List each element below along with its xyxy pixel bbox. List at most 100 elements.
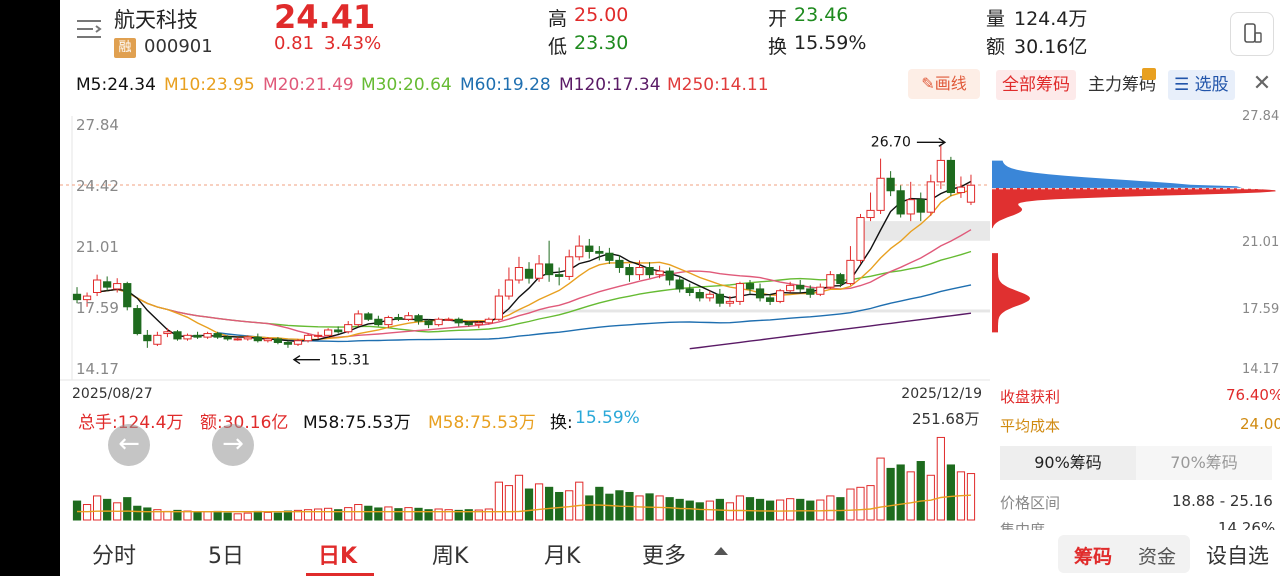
volume-bar [143,507,152,521]
volume-value: 124.4万 [1014,8,1088,30]
candle [414,313,423,325]
chips-tab[interactable]: 筹码 [1074,546,1113,568]
candle [755,283,765,302]
total-hands: 总手:124.4万 [78,413,184,433]
volume-bar [735,495,745,521]
low-value: 23.30 [574,32,629,54]
vol-turnover-label: 换: [550,413,573,433]
add-watchlist-button[interactable]: 设自选 [1206,544,1269,568]
candle [153,331,162,347]
low-annotation: 15.31 [330,353,370,369]
candle [183,333,192,341]
candlestick-chart[interactable]: 27.84 24.42 21.01 17.59 14.17 2025/08/27 2025/… [60,104,990,404]
ma-legend: M5:24.34 M10:23.95 M20:21.49 M30:20.64 M… [60,66,990,104]
volume-bar [846,488,855,521]
candle [675,276,684,293]
prev-arrow-icon[interactable]: ← [108,424,150,466]
volume-bar [92,495,102,521]
tab-more[interactable]: 更多 [642,544,687,569]
select-stock-label: 选股 [1194,75,1229,95]
volume-bar [675,498,684,521]
tab-daily-k[interactable]: 日K [318,544,358,569]
ma10-label: M10:23.95 [164,75,255,95]
candle [936,144,945,189]
candle [223,335,232,341]
candle [113,278,122,293]
chip70-tab[interactable]: 70%筹码 [1136,446,1272,480]
volume-bar [856,486,865,521]
candle [625,263,634,282]
volume-bar [514,474,524,521]
volume-bar [826,495,835,521]
volume-bar [936,436,945,521]
candle [836,272,845,288]
tab-monthly-k[interactable]: 月K [544,544,581,569]
tab-intraday[interactable]: 分时 [92,544,137,569]
volume-bar [72,500,82,521]
menu-icon[interactable] [76,16,102,42]
volume-bar [263,511,272,521]
volume-bar [555,491,564,521]
volume-bar [504,485,514,521]
open-label: 开 [768,8,788,30]
volume-bar [313,508,323,521]
ma60-label: M60:19.28 [460,75,551,95]
candle [123,281,132,311]
volume-bar [464,509,473,521]
funds-tab[interactable]: 资金 [1138,546,1177,568]
filter-icon: ☰ [1174,75,1195,95]
volume-bar [414,507,423,521]
next-arrow-icon[interactable]: → [212,424,254,466]
chip-tick-2: 21.01 [1242,235,1280,250]
volume-bar [434,508,443,521]
volume-bar [755,498,765,521]
candle [735,281,745,305]
candle [193,331,202,339]
tab-weekly-k[interactable]: 周K [432,544,469,569]
volume-bar [595,486,604,521]
landscape-toggle-icon[interactable] [1230,12,1274,56]
candle [725,296,735,307]
volume-bar [876,457,885,521]
tab-main-chips[interactable]: 主力筹码 [1088,75,1156,95]
volume-bar [816,499,825,521]
candle [555,267,564,286]
candle [283,340,293,348]
ma60-line [217,284,972,343]
volume-bar [534,483,544,521]
price-change-pct: 3.43% [324,33,382,54]
candle [615,255,624,273]
candle [745,280,755,295]
volume-bar [585,495,594,521]
chip90-tab[interactable]: 90%筹码 [1000,446,1136,480]
candle [233,337,242,341]
volume-bar [665,497,674,521]
candle [585,238,594,259]
volume-bar [334,509,343,521]
candle [474,321,483,329]
caret-up-icon[interactable] [714,547,728,555]
select-stock-button[interactable]: ☰ 选股 [1168,70,1235,100]
chip-profit-area [992,160,1242,188]
close-icon[interactable]: ✕ [1252,71,1272,96]
volume-ma-line [76,494,972,513]
volume-bar [253,510,262,521]
turnover-value: 15.59% [794,32,867,54]
chips-funds-switch[interactable]: 筹码 资金 [1058,535,1190,573]
candle [695,288,704,302]
pencil-icon: ✎ [921,74,935,93]
volume-bar [444,509,453,521]
candle [806,285,815,298]
candle [394,313,403,322]
candle [876,158,885,214]
candle [163,328,172,338]
tab-5day[interactable]: 5日 [208,544,244,569]
tab-all-chips[interactable]: 全部筹码 [996,70,1076,100]
draw-line-button[interactable]: ✎画线 [908,69,980,99]
ma120-line [689,312,972,350]
candle [846,246,855,286]
candle [384,315,393,329]
candle [484,317,493,325]
vol-ma-black: M58:75.53万 [303,413,411,433]
chip-tick-4: 14.17 [1242,362,1280,377]
